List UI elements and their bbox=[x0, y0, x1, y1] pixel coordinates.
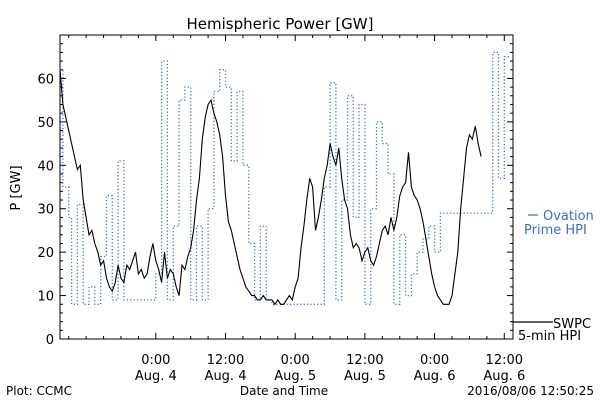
x-tick-label-date: Aug. 5 bbox=[274, 369, 316, 384]
x-tick-label-date: Aug. 6 bbox=[483, 369, 525, 384]
x-tick-label-time: 0:00 bbox=[141, 353, 170, 368]
series-layer bbox=[60, 51, 511, 306]
x-tick-label-date: Aug. 4 bbox=[205, 369, 247, 384]
y-tick-label: 50 bbox=[37, 116, 54, 131]
plot-border bbox=[59, 34, 514, 340]
x-tick-label-time: 12:00 bbox=[207, 353, 244, 368]
x-axis-label: Date and Time bbox=[240, 384, 328, 398]
legend-ovation-label-line1: Ovation bbox=[543, 209, 594, 224]
series-swpc-5min-hpi-line bbox=[60, 69, 482, 306]
footer-timestamp: 2016/08/06 12:50:25 bbox=[467, 384, 594, 398]
y-axis-label: P [GW] bbox=[9, 165, 24, 210]
x-tick-label-date: Aug. 4 bbox=[135, 369, 177, 384]
y-tick-label: 30 bbox=[37, 203, 54, 218]
legend-swpc-label-line2: 5-min HPI bbox=[518, 329, 581, 344]
legend-ovation-label-line2: Prime HPI bbox=[524, 223, 587, 238]
x-tick-label-time: 12:00 bbox=[486, 353, 523, 368]
y-tick-label: 10 bbox=[37, 290, 54, 305]
series-ovation-prime-hpi-line bbox=[60, 51, 511, 305]
legend-swpc-label-line1: SWPC bbox=[553, 317, 591, 332]
x-tick-label-time: 0:00 bbox=[281, 353, 310, 368]
y-tick-label: 40 bbox=[37, 159, 54, 174]
plot-frame bbox=[59, 34, 514, 340]
footer-source: Plot: CCMC bbox=[6, 384, 72, 398]
x-tick-label-time: 0:00 bbox=[420, 353, 449, 368]
y-tick-label: 0 bbox=[46, 333, 54, 348]
x-tick-label-date: Aug. 6 bbox=[414, 369, 456, 384]
legend: Ovation Prime HPI SWPC 5-min HPI bbox=[513, 209, 594, 344]
x-tick-label-date: Aug. 5 bbox=[344, 369, 386, 384]
y-axis-ticks: 0 10 20 30 40 50 60 bbox=[37, 43, 513, 348]
chart-title: Hemispheric Power [GW] bbox=[187, 15, 374, 33]
y-tick-label: 20 bbox=[37, 246, 54, 261]
x-tick-label-time: 12:00 bbox=[346, 353, 383, 368]
y-tick-label: 60 bbox=[37, 72, 54, 87]
